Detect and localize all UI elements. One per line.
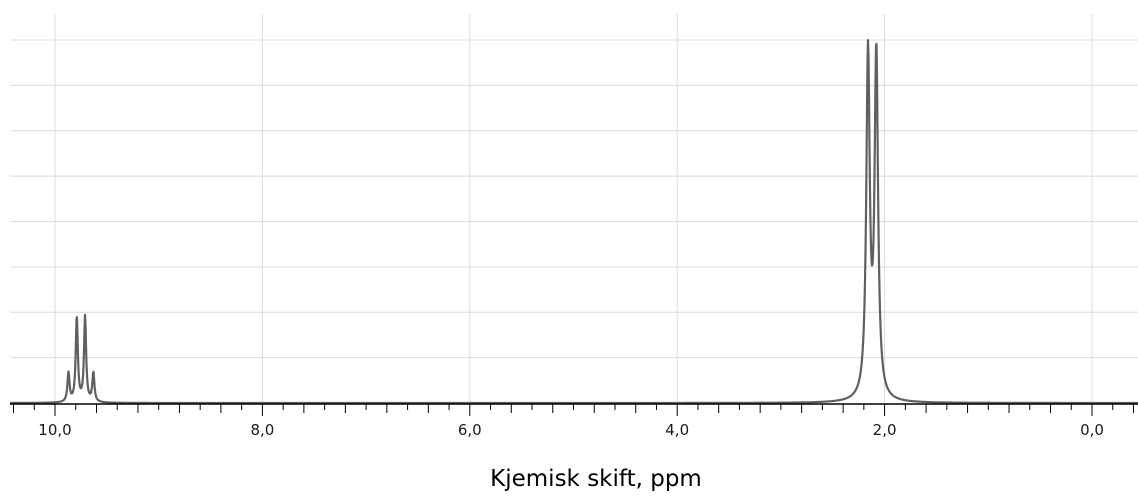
x-tick-label: 8,0 [250, 421, 274, 439]
horizontal-gridlines [10, 39, 1138, 359]
x-tick-label: 2,0 [873, 421, 897, 439]
x-axis-ticks [13, 404, 1134, 416]
x-tick-label: 6,0 [458, 421, 482, 439]
x-axis-tick-labels: 10,0 8,0 6,0 4,0 2,0 0,0 [38, 421, 1104, 439]
x-tick-label: 0,0 [1080, 421, 1104, 439]
vertical-gridlines [54, 14, 1093, 404]
x-tick-label: 4,0 [665, 421, 689, 439]
spectrum-line [9, 38, 1138, 405]
x-tick-label: 10,0 [38, 421, 71, 439]
x-axis-title: Kjemisk skift, ppm [490, 466, 702, 492]
